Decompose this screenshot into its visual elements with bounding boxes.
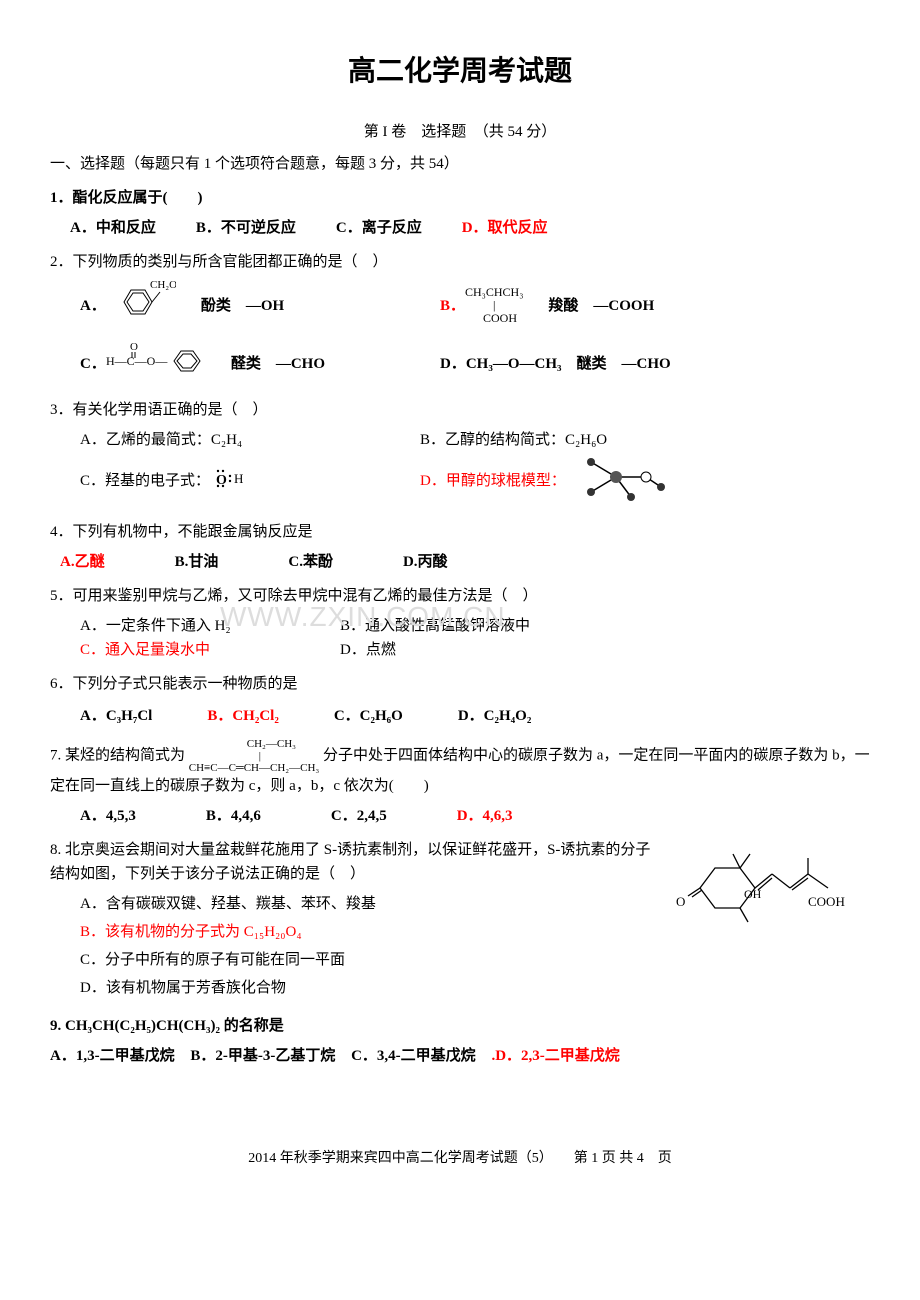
q7-opt-b: B．4,4,6	[206, 804, 261, 828]
page-title: 高二化学周考试题	[50, 50, 870, 95]
q7-opt-a: A．4,5,3	[80, 804, 136, 828]
q4-text: 4．下列有机物中，不能跟金属钠反应是	[50, 520, 870, 544]
q7-text: 7. 某烃的结构简式为 CH₂—CH₃ | CH≡C—C═CH—CH₂—CH₃ …	[50, 738, 870, 798]
q2-c-suffix: 醛类 —CHO	[231, 352, 325, 376]
q5-opt-d: D．点燃	[340, 638, 396, 662]
q3-opt-d: D．甲醇的球棍模型：	[420, 469, 566, 493]
q4-opt-c: C.苯酚	[288, 550, 333, 574]
svg-text:CH₂OH: CH₂OH	[150, 280, 176, 291]
svg-text:O: O	[130, 341, 138, 353]
section-header: 第 I 卷 选择题 （共 54 分）	[50, 120, 870, 144]
svg-text:H—C—O—: H—C—O—	[106, 354, 168, 368]
q5-opt-b: B．通入酸性高锰酸钾溶液中	[340, 614, 530, 638]
q2-text: 2．下列物质的类别与所含官能团都正确的是（ ）	[50, 250, 870, 274]
q8-opt-c: C．分子中所有的原子有可能在同一平面	[80, 948, 870, 972]
svg-text:COOH: COOH	[808, 894, 845, 909]
hydroxyl-lewis-icon: O H	[210, 465, 260, 497]
q3-opt-a: A．乙烯的最简式：C₂H₄	[80, 428, 420, 452]
q9-opt-b: B．2-甲基-3-乙基丁烷	[190, 1048, 335, 1064]
q6-opt-c: C．C₂H₆O	[334, 704, 403, 728]
q9-opt-d: D．2,3-二甲基戊烷	[495, 1048, 620, 1064]
question-2: 2．下列物质的类别与所含官能团都正确的是（ ） A． CH₂OH 酚类 —OH …	[50, 250, 870, 388]
instruction: 一、选择题（每题只有 1 个选项符合题意，每题 3 分，共 54）	[50, 152, 870, 176]
phenyl-formate-icon: H—C—O— O	[106, 340, 216, 388]
q9-opt-a: A．1,3-二甲基戊烷	[50, 1048, 175, 1064]
q1-opt-c: C．离子反应	[336, 216, 422, 240]
q5-text: 5．可用来鉴别甲烷与乙烯，又可除去甲烷中混有乙烯的最佳方法是（ ）	[50, 584, 870, 608]
abscisic-acid-icon: O OH COOH	[670, 838, 850, 946]
question-4: 4．下列有机物中，不能跟金属钠反应是 A.乙醚 B.甘油 C.苯酚 D.丙酸	[50, 520, 870, 574]
q5-opt-c: C．通入足量溴水中	[80, 638, 340, 662]
q2-b-suffix: 羧酸 —COOH	[548, 294, 654, 318]
question-6: 6．下列分子式只能表示一种物质的是 A．C₃H₇Cl B．CH₂Cl₂ C．C₂…	[50, 672, 870, 728]
q7-pre: 7. 某烃的结构简式为	[50, 747, 185, 763]
q7-opt-c: C．2,4,5	[331, 804, 387, 828]
q6-text: 6．下列分子式只能表示一种物质的是	[50, 672, 870, 696]
q9-text: 9. CH₃CH(C₂H₅)CH(CH₃)₂ 的名称是	[50, 1014, 870, 1038]
q2-label-a: A．	[80, 294, 106, 318]
question-1: 1．酯化反应属于( ) A．中和反应 B．不可逆反应 C．离子反应 D．取代反应	[50, 186, 870, 240]
q3-opt-b: B．乙醇的结构简式：C₂H₆O	[420, 428, 607, 452]
svg-text:O: O	[676, 894, 685, 909]
question-5: 5．可用来鉴别甲烷与乙烯，又可除去甲烷中混有乙烯的最佳方法是（ ） A．一定条件…	[50, 584, 870, 662]
q1-text: 1．酯化反应属于( )	[50, 186, 870, 210]
q2-label-b: B．	[440, 294, 465, 318]
benzyl-alcohol-icon: CH₂OH	[106, 280, 176, 332]
ball-stick-icon	[576, 452, 666, 510]
question-8: O OH COOH 8. 北京奥运会期间对大量盆栽鲜花施用了 S-诱抗素制剂，以…	[50, 838, 870, 1004]
q7-opt-d: D．4,6,3	[457, 804, 513, 828]
q2-opt-d: D．CH₃—O—CH₃ 醚类 —CHO	[440, 352, 671, 376]
q3-text: 3．有关化学用语正确的是（ ）	[50, 398, 870, 422]
q2-label-c: C．	[80, 352, 106, 376]
q4-opt-d: D.丙酸	[403, 550, 448, 574]
isobutyric-acid-icon: CH₃CHCH₃ | COOH	[465, 286, 523, 326]
question-7: 7. 某烃的结构简式为 CH₂—CH₃ | CH≡C—C═CH—CH₂—CH₃ …	[50, 738, 870, 828]
q6-opt-a: A．C₃H₇Cl	[80, 704, 152, 728]
question-3: 3．有关化学用语正确的是（ ） A．乙烯的最简式：C₂H₄ B．乙醇的结构简式：…	[50, 398, 870, 510]
svg-text:H: H	[234, 471, 243, 486]
hydrocarbon-structure-icon: CH₂—CH₃ | CH≡C—C═CH—CH₂—CH₃	[189, 738, 319, 774]
q4-opt-b: B.甘油	[175, 550, 219, 574]
q6-opt-b: B．CH₂Cl₂	[207, 704, 279, 728]
question-9: 9. CH₃CH(C₂H₅)CH(CH₃)₂ 的名称是 A．1,3-二甲基戊烷 …	[50, 1014, 870, 1068]
q6-opt-d: D．C₂H₄O₂	[458, 704, 532, 728]
q3-opt-c: C．羟基的电子式：	[80, 469, 210, 493]
q1-opt-a: A．中和反应	[70, 216, 156, 240]
q2-a-suffix: 酚类 —OH	[201, 294, 284, 318]
q5-opt-a: A．一定条件下通入 H₂	[80, 614, 340, 638]
q9-opt-c: C．3,4-二甲基戊烷	[351, 1048, 476, 1064]
q1-opt-d: D．取代反应	[462, 216, 548, 240]
q8-opt-d: D．该有机物属于芳香族化合物	[80, 976, 870, 1000]
q4-opt-a: A.乙醚	[60, 550, 105, 574]
q1-opt-b: B．不可逆反应	[196, 216, 296, 240]
page-footer: 2014 年秋季学期来宾四中高二化学周考试题（5） 第 1 页 共 4 页	[50, 1148, 870, 1170]
